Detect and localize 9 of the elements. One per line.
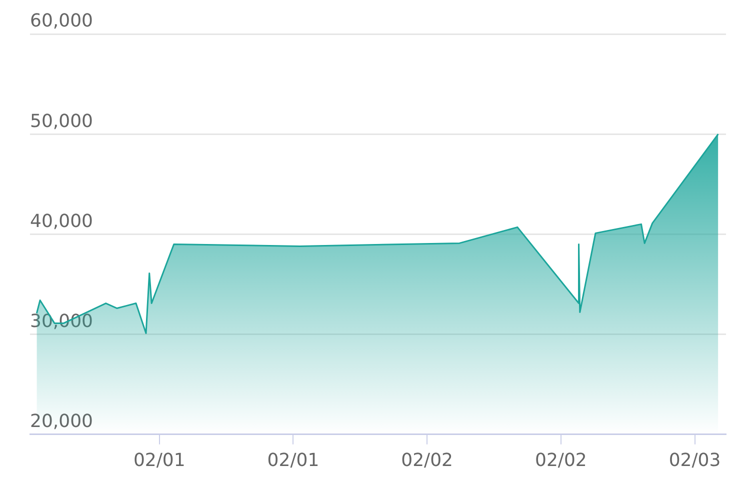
y-tick-label: 50,000 (30, 110, 93, 132)
y-tick-label: 20,000 (30, 411, 93, 432)
x-tick-label: 02/01 (267, 450, 320, 471)
x-tick-label: 02/02 (401, 450, 454, 471)
x-tick-label: 02/02 (534, 450, 587, 471)
x-tick-label: 02/03 (668, 450, 721, 471)
y-tick-label: 60,000 (30, 10, 93, 32)
x-tick-label: 02/01 (133, 450, 186, 471)
y-tick-label: 40,000 (30, 210, 93, 232)
